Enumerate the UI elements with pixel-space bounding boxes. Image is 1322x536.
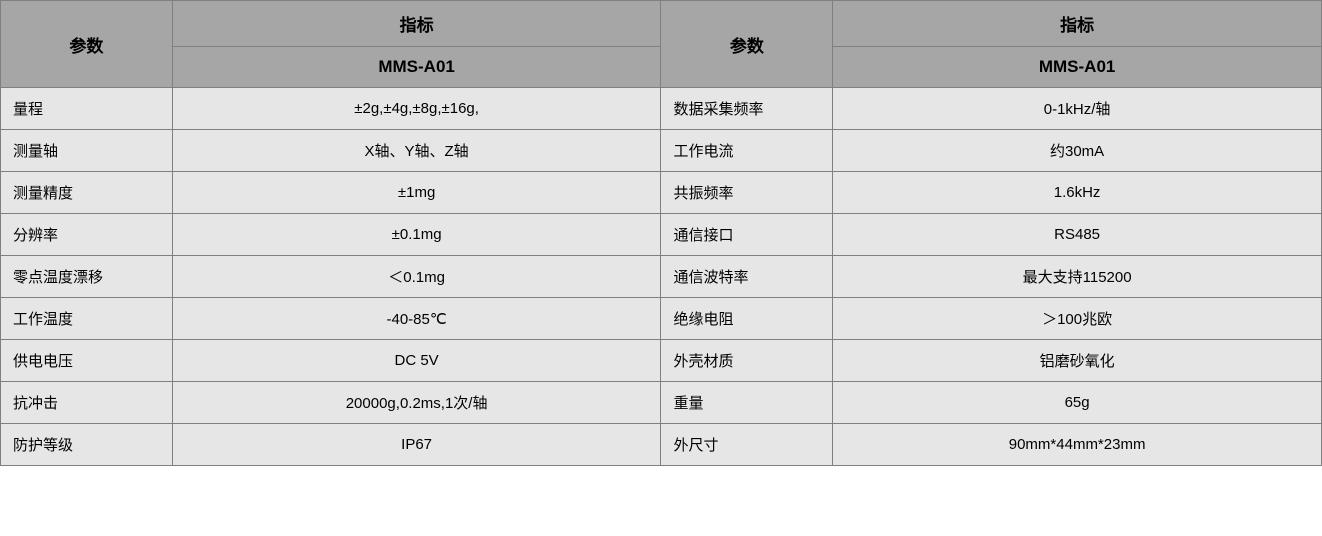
param-cell: 供电电压 bbox=[1, 340, 173, 382]
param-cell: 测量精度 bbox=[1, 172, 173, 214]
value-cell: ±2g,±4g,±8g,±16g, bbox=[172, 88, 661, 130]
data-row: 抗冲击 20000g,0.2ms,1次/轴 重量 65g bbox=[1, 382, 1322, 424]
param-cell: 重量 bbox=[661, 382, 833, 424]
data-row: 分辨率 ±0.1mg 通信接口 RS485 bbox=[1, 214, 1322, 256]
param-cell: 分辨率 bbox=[1, 214, 173, 256]
header-model-right: MMS-A01 bbox=[833, 47, 1322, 88]
value-cell: 20000g,0.2ms,1次/轴 bbox=[172, 382, 661, 424]
param-cell: 工作温度 bbox=[1, 298, 173, 340]
param-cell: 量程 bbox=[1, 88, 173, 130]
param-cell: 外壳材质 bbox=[661, 340, 833, 382]
value-cell: X轴、Y轴、Z轴 bbox=[172, 130, 661, 172]
value-cell: -40-85℃ bbox=[172, 298, 661, 340]
value-cell: 65g bbox=[833, 382, 1322, 424]
value-cell: 铝磨砂氧化 bbox=[833, 340, 1322, 382]
value-cell: RS485 bbox=[833, 214, 1322, 256]
data-row: 防护等级 IP67 外尺寸 90mm*44mm*23mm bbox=[1, 424, 1322, 466]
value-cell: IP67 bbox=[172, 424, 661, 466]
param-cell: 零点温度漂移 bbox=[1, 256, 173, 298]
spec-table: 参数 指标 参数 指标 MMS-A01 MMS-A01 量程 ±2g,±4g,±… bbox=[0, 0, 1322, 466]
header-row-1: 参数 指标 参数 指标 bbox=[1, 1, 1322, 47]
value-cell: 约30mA bbox=[833, 130, 1322, 172]
value-cell: 0-1kHz/轴 bbox=[833, 88, 1322, 130]
param-cell: 外尺寸 bbox=[661, 424, 833, 466]
param-cell: 测量轴 bbox=[1, 130, 173, 172]
value-cell: ±1mg bbox=[172, 172, 661, 214]
value-cell: ＜0.1mg bbox=[172, 256, 661, 298]
value-cell: 90mm*44mm*23mm bbox=[833, 424, 1322, 466]
header-param-left: 参数 bbox=[1, 1, 173, 88]
param-cell: 数据采集频率 bbox=[661, 88, 833, 130]
param-cell: 通信波特率 bbox=[661, 256, 833, 298]
value-cell: ±0.1mg bbox=[172, 214, 661, 256]
data-row: 工作温度 -40-85℃ 绝缘电阻 ＞100兆欧 bbox=[1, 298, 1322, 340]
param-cell: 绝缘电阻 bbox=[661, 298, 833, 340]
value-cell: DC 5V bbox=[172, 340, 661, 382]
param-cell: 共振频率 bbox=[661, 172, 833, 214]
value-cell: 最大支持115200 bbox=[833, 256, 1322, 298]
data-row: 量程 ±2g,±4g,±8g,±16g, 数据采集频率 0-1kHz/轴 bbox=[1, 88, 1322, 130]
value-cell: 1.6kHz bbox=[833, 172, 1322, 214]
data-row: 供电电压 DC 5V 外壳材质 铝磨砂氧化 bbox=[1, 340, 1322, 382]
header-model-left: MMS-A01 bbox=[172, 47, 661, 88]
param-cell: 防护等级 bbox=[1, 424, 173, 466]
header-spec-left: 指标 bbox=[172, 1, 661, 47]
data-row: 零点温度漂移 ＜0.1mg 通信波特率 最大支持115200 bbox=[1, 256, 1322, 298]
header-spec-right: 指标 bbox=[833, 1, 1322, 47]
data-row: 测量精度 ±1mg 共振频率 1.6kHz bbox=[1, 172, 1322, 214]
header-param-right: 参数 bbox=[661, 1, 833, 88]
param-cell: 抗冲击 bbox=[1, 382, 173, 424]
value-cell: ＞100兆欧 bbox=[833, 298, 1322, 340]
param-cell: 通信接口 bbox=[661, 214, 833, 256]
data-row: 测量轴 X轴、Y轴、Z轴 工作电流 约30mA bbox=[1, 130, 1322, 172]
param-cell: 工作电流 bbox=[661, 130, 833, 172]
